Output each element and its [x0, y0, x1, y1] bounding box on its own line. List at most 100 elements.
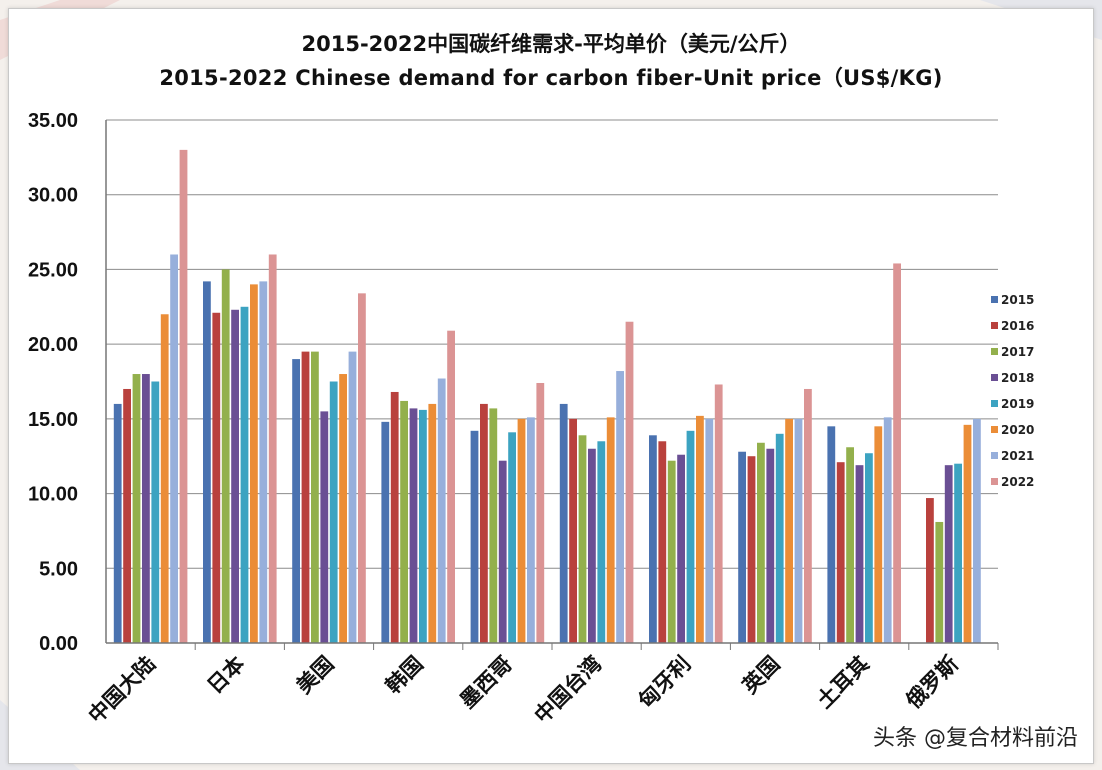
bar: [240, 306, 249, 643]
bar: [498, 460, 507, 643]
bar: [827, 426, 836, 643]
bar: [320, 411, 329, 643]
bar: [973, 418, 981, 643]
bar: [954, 463, 962, 643]
watermark: 头条 @复合材料前沿: [873, 726, 1078, 751]
x-tick-label: 韩国: [381, 652, 428, 699]
legend-label: 2015: [1001, 293, 1034, 307]
bar: [268, 254, 277, 643]
bar: [170, 254, 178, 643]
axes: [105, 120, 999, 650]
bar: [775, 433, 784, 643]
bar: [381, 421, 390, 643]
bar: [714, 384, 723, 643]
y-tick-label: 0.00: [39, 633, 78, 655]
bar: [686, 430, 695, 643]
chart-title: 2015-2022中国碳纤维需求-平均单价（美元/公斤）: [301, 32, 801, 56]
y-tick-label: 5.00: [39, 558, 78, 580]
bar: [132, 374, 141, 643]
bar: [677, 454, 685, 643]
legend-swatch: [991, 400, 998, 407]
bar: [804, 388, 812, 643]
bar: [883, 417, 892, 643]
legend-label: 2019: [1001, 397, 1034, 411]
bar: [855, 465, 864, 643]
bar: [508, 432, 516, 643]
bar: [151, 381, 160, 643]
x-tick-label: 中国大陆: [84, 652, 160, 728]
bar: [409, 408, 418, 643]
bar: [329, 381, 338, 643]
bar: [301, 351, 310, 643]
bar: [203, 281, 211, 643]
bar: [757, 442, 765, 643]
bar: [390, 391, 399, 643]
bar: [231, 309, 239, 643]
legend-swatch: [991, 348, 998, 355]
bar: [419, 409, 427, 643]
legend-swatch: [991, 296, 998, 303]
bar: [123, 388, 131, 643]
bar: [794, 418, 803, 643]
x-tick-label: 匈牙利: [634, 652, 696, 714]
chart-panel: [8, 8, 1094, 764]
legend-swatch: [991, 478, 998, 485]
legend: 2015 2016 2017 2018 2019 2020 2021 2022: [991, 293, 1034, 489]
legend-label: 2022: [1001, 475, 1034, 489]
y-tick-label: 20.00: [28, 334, 78, 356]
bar: [400, 400, 408, 643]
y-tick-label: 30.00: [28, 185, 78, 207]
bars: [113, 149, 981, 643]
bar: [874, 426, 883, 643]
x-tick-label: 美国: [292, 652, 339, 699]
bar: [785, 418, 793, 643]
bar: [846, 447, 854, 643]
bar: [705, 418, 714, 643]
bar: [428, 403, 437, 643]
bar: [292, 359, 300, 643]
bar: [113, 403, 122, 643]
bar: [437, 378, 446, 643]
bar: [926, 498, 934, 643]
bar: [250, 284, 258, 643]
bar: [536, 382, 545, 643]
bar: [447, 330, 455, 643]
bar: [588, 448, 596, 643]
y-tick-label: 25.00: [28, 259, 78, 281]
bar: [625, 321, 634, 643]
bar: [667, 460, 676, 643]
bar: [160, 314, 169, 643]
bar: [470, 430, 479, 643]
y-tick-label: 10.00: [28, 484, 78, 506]
legend-swatch: [991, 374, 998, 381]
bar: [963, 424, 972, 643]
x-tick-label: 墨西哥: [455, 652, 517, 714]
bar: [738, 451, 746, 643]
bar: [348, 351, 357, 643]
bar: [311, 351, 319, 643]
legend-label: 2016: [1001, 319, 1034, 333]
bar: [893, 263, 901, 643]
chart-subtitle: 2015-2022 Chinese demand for carbon fibe…: [159, 66, 943, 90]
gridlines: [106, 119, 998, 569]
x-tick-label: 俄罗斯: [901, 652, 963, 714]
bar: [179, 149, 188, 643]
y-tick-label: 35.00: [28, 110, 78, 132]
x-tick-label: 英国: [738, 652, 785, 699]
legend-swatch: [991, 426, 998, 433]
bar: [339, 374, 347, 643]
bar: [527, 417, 535, 643]
bar: [212, 312, 221, 643]
bar: [142, 374, 150, 643]
bar: [649, 435, 657, 643]
bar: [944, 465, 953, 643]
bar: [259, 281, 268, 643]
x-axis-ticks: 中国大陆 日本 美国 韩国 墨西哥 中国台湾 匈牙利 英国 土耳其 俄罗斯: [84, 652, 963, 728]
bar: [606, 417, 615, 643]
legend-swatch: [991, 322, 998, 329]
x-tick-label: 中国台湾: [530, 652, 606, 728]
bar: [658, 441, 667, 643]
bar: [616, 371, 624, 643]
bar: [221, 269, 230, 643]
